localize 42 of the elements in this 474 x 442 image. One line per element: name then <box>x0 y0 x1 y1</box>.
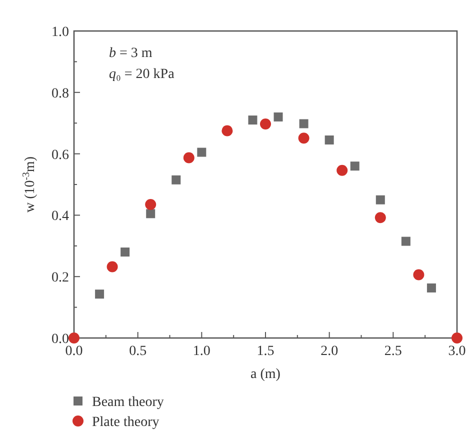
y-tick-label: 1.0 <box>52 25 69 40</box>
point <box>183 152 194 164</box>
annotation: q₀ = 20 kPa <box>109 67 176 82</box>
point <box>376 195 385 204</box>
point <box>299 119 308 128</box>
y-tick-label: 0.8 <box>52 86 69 102</box>
point <box>298 132 310 144</box>
point <box>401 236 410 246</box>
point <box>120 248 130 257</box>
point <box>413 269 424 280</box>
x-tick-label: 2.0 <box>320 344 338 359</box>
point <box>222 125 233 136</box>
point <box>68 332 80 344</box>
point <box>324 135 334 144</box>
point <box>248 116 258 125</box>
y-tick-label: 0.6 <box>52 148 69 163</box>
point <box>145 198 156 210</box>
y-tick-label: 0.0 <box>52 332 69 347</box>
point <box>260 118 271 130</box>
point <box>172 175 181 184</box>
point <box>426 283 436 292</box>
point <box>106 261 118 272</box>
x-tick-label: 2.5 <box>384 344 402 359</box>
legend-label: Beam theory <box>92 395 164 410</box>
point <box>374 212 386 224</box>
annotation: b = 3 m <box>109 46 152 61</box>
x-tick-label: 1.5 <box>256 344 274 359</box>
point <box>95 290 104 299</box>
point <box>197 148 206 157</box>
x-tick-label: 0.0 <box>65 344 83 359</box>
legend-label: Plate theory <box>92 415 160 430</box>
x-tick-label: 0.5 <box>129 344 147 359</box>
y-tick-label: 0.2 <box>52 270 69 286</box>
point <box>274 112 283 122</box>
point <box>452 332 462 344</box>
x-axis-title: a (m) <box>250 367 281 382</box>
point <box>336 164 348 176</box>
x-tick-label: 1.0 <box>192 344 210 359</box>
point <box>350 162 360 171</box>
x-tick-label: 3.0 <box>448 344 466 359</box>
y-tick-label: 0.4 <box>52 209 69 224</box>
point <box>146 209 156 218</box>
